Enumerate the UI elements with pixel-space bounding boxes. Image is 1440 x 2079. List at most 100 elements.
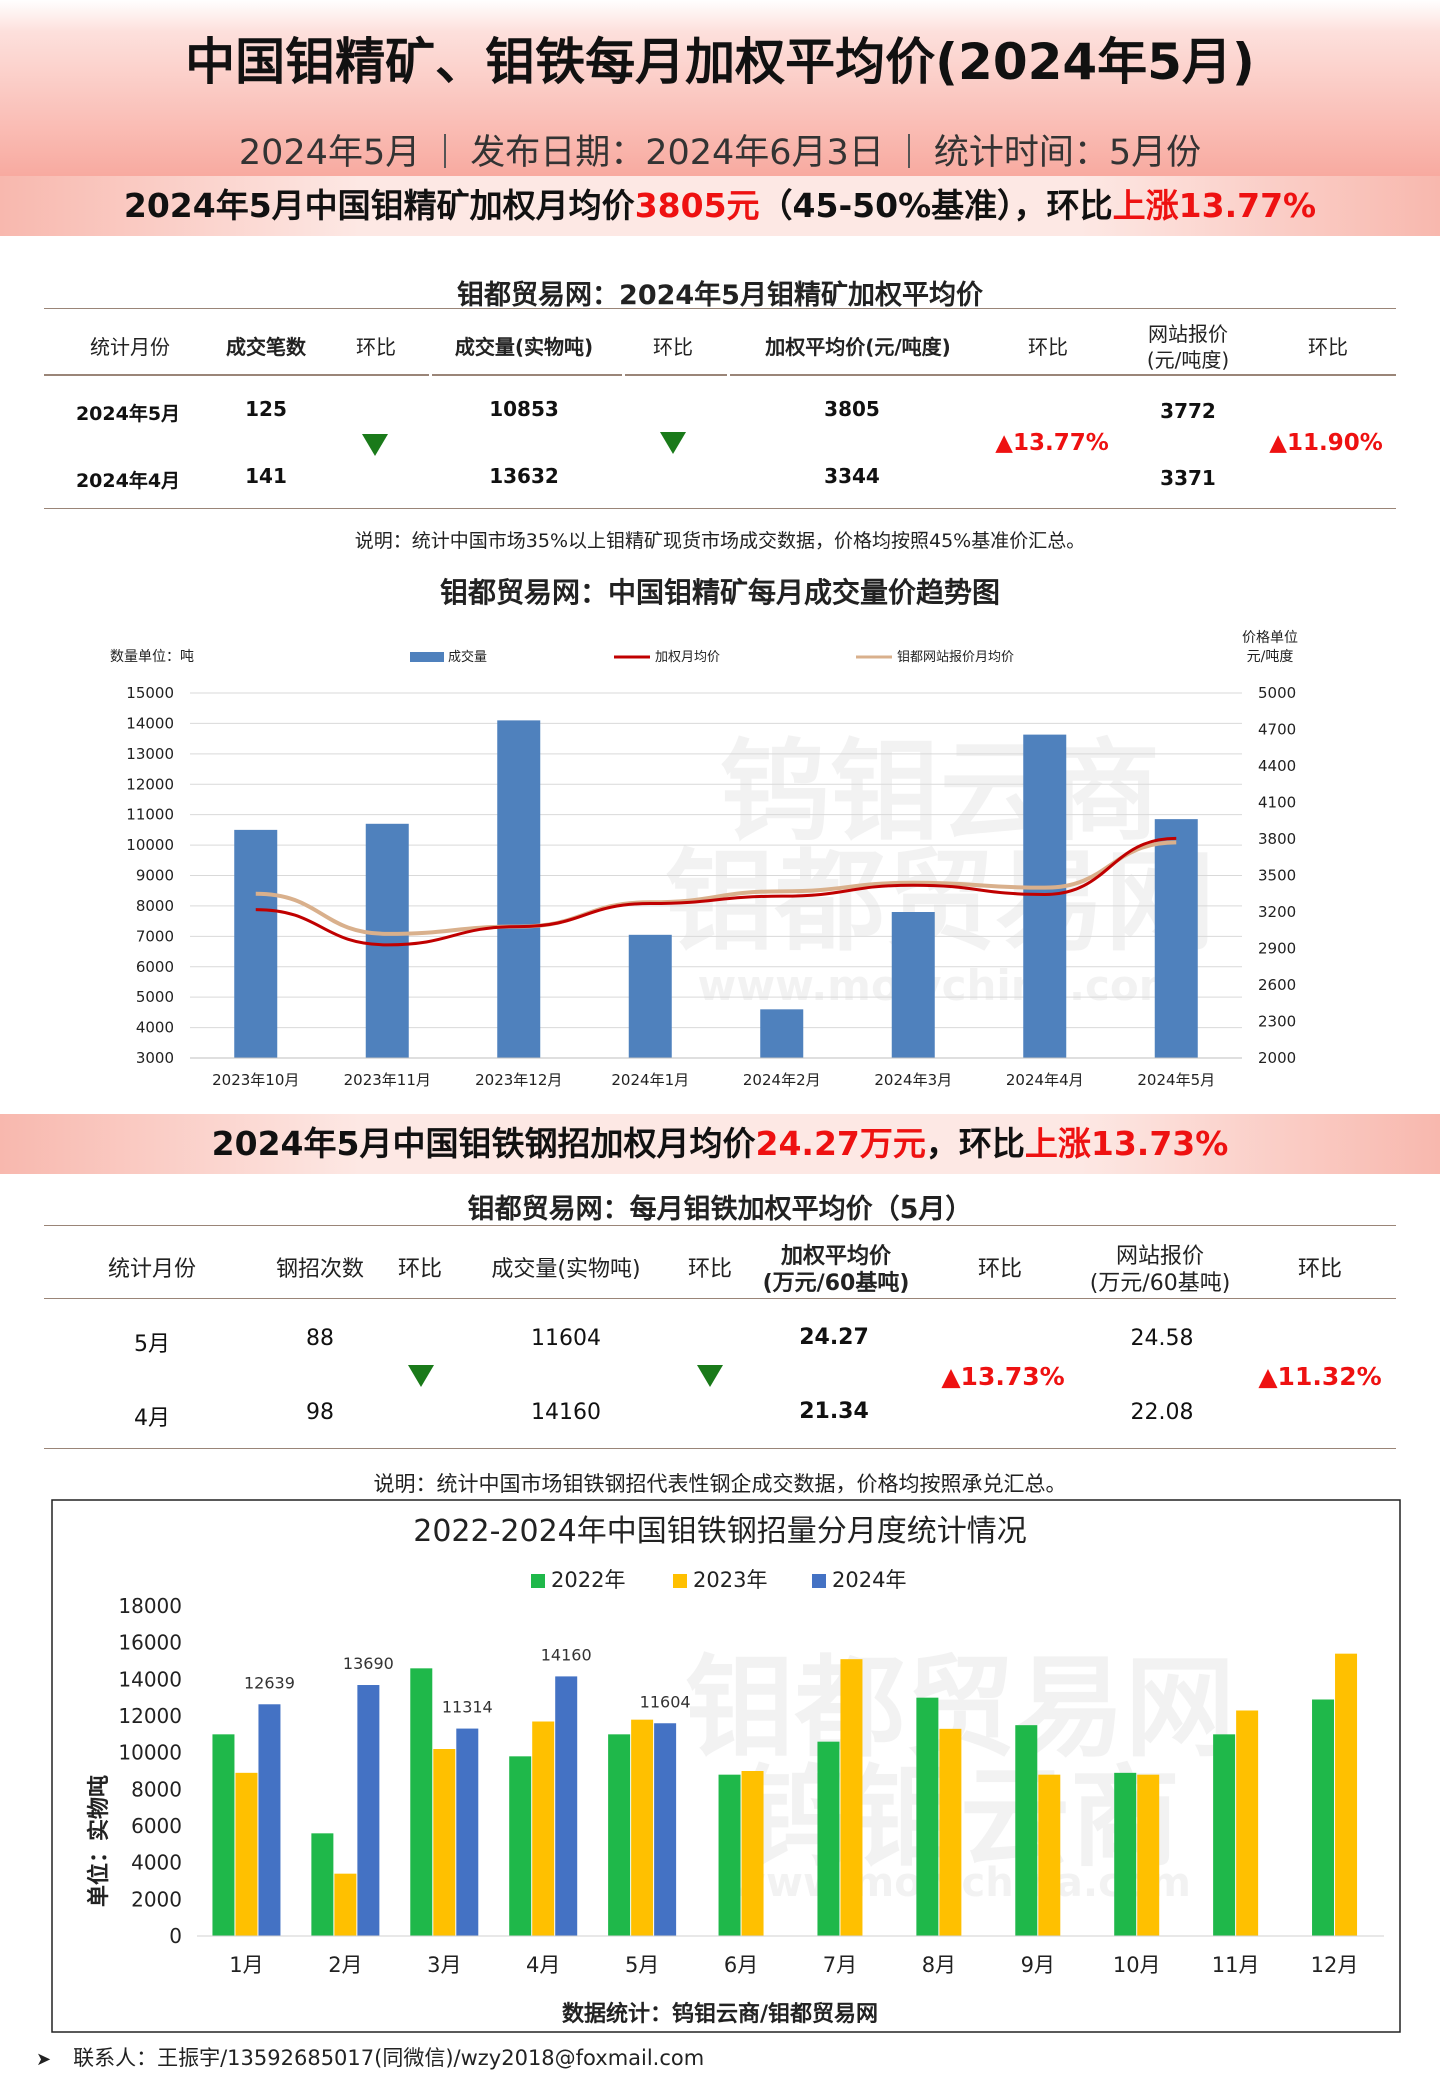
bar-2024年	[456, 1728, 479, 1936]
y-tick-label: 3000	[136, 1049, 174, 1067]
chart1-left-axis: 3000 4000 5000 6000 7000 8000 9000 10000 11000 12…	[126, 684, 174, 1067]
bar-volume	[234, 829, 278, 1058]
table-header: (元/吨度)	[1146, 348, 1230, 372]
header-month: 2024年5月	[238, 133, 421, 173]
band-text: ，环比	[925, 1124, 1025, 1163]
y-right-tick-label: 2900	[1258, 940, 1296, 958]
y-right-tick-label: 5000	[1258, 684, 1296, 702]
watermark-text: www.molychina.com	[698, 961, 1183, 1010]
x-tick-label: 2月	[328, 1953, 362, 1977]
bar-2022年	[718, 1774, 741, 1936]
chart1-x-axis: 2023年10月 2023年11月 2023年12月 2024年1月 2024年2月 20…	[190, 1057, 1242, 1089]
chart2-footer: 数据统计：钨钼云商/钼都贸易网	[562, 2001, 878, 2027]
table-header: 统计月份	[90, 335, 170, 359]
table-cell: 5月	[134, 1332, 170, 1357]
y-tick-label: 0	[169, 1924, 182, 1948]
band-text: （45-50%基准），环比	[759, 186, 1113, 225]
legend-label: 成交量	[448, 649, 487, 665]
y-right-tick-label: 3500	[1258, 867, 1296, 885]
watermark-text: 钼都贸易网	[665, 838, 1215, 966]
right-unit-label: 元/吨度	[1247, 649, 1294, 665]
y-tick-label: 16000	[118, 1631, 182, 1655]
bar-volume	[891, 912, 935, 1058]
down-arrow-icon	[660, 432, 686, 454]
bar-2022年	[1312, 1699, 1335, 1936]
divider	[44, 1225, 1396, 1226]
table-cell: 141	[245, 464, 287, 488]
bar-volume	[1023, 734, 1067, 1058]
legend-label: 2023年	[693, 1568, 767, 1592]
bar-volume	[1154, 819, 1198, 1058]
table-header: 网站报价	[1115, 1244, 1205, 1269]
y-right-tick-label: 4100	[1258, 794, 1296, 812]
legend-swatch-volume	[410, 652, 444, 662]
table-header: 环比	[397, 1257, 443, 1282]
concentrate-price-table: 统计月份 成交笔数 环比 成交量(实物吨) 环比 加权平均价(元/吨度) 环比 …	[0, 0, 1440, 520]
divider	[44, 1448, 1396, 1449]
x-tick-label: 2023年10月	[212, 1071, 299, 1089]
bar-2022年	[410, 1668, 433, 1936]
table-cell: 22.08	[1130, 1400, 1194, 1425]
table-cell: 3371	[1160, 466, 1216, 490]
chart2-x-axis: 1月 2月 3月 4月 5月 6月 7月 8月 9月 10月 11月 12月	[197, 1935, 1384, 1977]
table-cell: 24.27	[799, 1325, 869, 1350]
page-title: 中国钼精矿、钼铁每月加权平均价(2024年5月)	[185, 33, 1255, 91]
table-header: 网站报价	[1148, 322, 1228, 346]
y-right-tick-label: 4400	[1258, 757, 1296, 775]
table-header: 钢招次数	[275, 1257, 365, 1282]
table-cell: 125	[245, 397, 287, 421]
bar-2023年	[1137, 1774, 1160, 1936]
bar-volume	[760, 1009, 804, 1058]
separator	[907, 134, 910, 168]
ferromoly-tender-chart: 钼都贸易网 钨钼云商 www.molychina.com 2022-2024年中…	[51, 1499, 1401, 2033]
price-change-up: ▲13.77%	[995, 430, 1109, 456]
data-label: 14160	[541, 1645, 592, 1664]
table-header: 成交笔数	[226, 335, 306, 359]
table-cell: 14160	[531, 1400, 601, 1425]
y-tick-label: 18000	[118, 1594, 182, 1618]
divider	[44, 308, 1396, 309]
table-cell: 2024年4月	[75, 470, 181, 492]
down-arrow-icon	[697, 1365, 723, 1387]
bar-2022年	[1213, 1734, 1236, 1936]
x-tick-label: 2024年4月	[1006, 1071, 1084, 1089]
quote-change-up: ▲11.90%	[1269, 430, 1383, 456]
chart1-lines	[255, 836, 1177, 947]
chart2-data-labels: 12639 13690 11314 14160 11604	[244, 1645, 691, 1716]
x-tick-label: 2024年5月	[1137, 1071, 1215, 1089]
contact-text: 联系人：王振宇/13592685017(同微信)/wzy2018@foxmail…	[73, 2046, 705, 2070]
y-tick-label: 10000	[118, 1741, 182, 1765]
x-tick-label: 6月	[724, 1953, 758, 1977]
table-header: 环比	[1028, 335, 1068, 359]
band-change: 上涨13.77%	[1112, 186, 1317, 225]
y-tick-label: 6000	[131, 1814, 182, 1838]
down-arrow-icon	[408, 1365, 434, 1387]
header-subline: 2024年5月 发布日期：2024年6月3日 统计时间：5月份	[0, 124, 1440, 175]
y-tick-label: 12000	[118, 1704, 182, 1728]
divider	[730, 374, 1396, 376]
chart2-ylabel: 单位：实物吨	[86, 1775, 112, 1907]
legend-swatch-2023	[673, 1574, 687, 1588]
y-tick-label: 9000	[136, 867, 174, 885]
y-tick-label: 8000	[136, 897, 174, 915]
table-header: (万元/60基吨)	[1089, 1271, 1231, 1296]
bar-volume	[628, 934, 672, 1058]
bar-2023年	[532, 1721, 555, 1936]
bar-2023年	[235, 1772, 258, 1936]
y-right-tick-label: 2300	[1258, 1013, 1296, 1031]
price-change-up: ▲13.73%	[941, 1362, 1065, 1391]
band-price: 3805元	[634, 186, 760, 225]
table-cell: 3805	[824, 397, 880, 421]
bar-2023年	[1236, 1710, 1259, 1936]
data-label: 11314	[442, 1698, 493, 1717]
y-tick-label: 7000	[136, 927, 174, 945]
x-tick-label: 1月	[229, 1953, 263, 1977]
legend-swatch-2024	[812, 1574, 826, 1588]
band-text: 2024年5月中国钼精矿加权月均价	[123, 186, 635, 225]
bar-2023年	[334, 1873, 357, 1936]
legend-label: 2024年	[832, 1568, 906, 1592]
table-cell: 13632	[489, 464, 559, 488]
left-unit-label: 数量单位：吨	[110, 649, 194, 665]
y-right-tick-label: 3800	[1258, 830, 1296, 848]
table1-title: 钼都贸易网：2024年5月钼精矿加权平均价	[457, 280, 983, 311]
